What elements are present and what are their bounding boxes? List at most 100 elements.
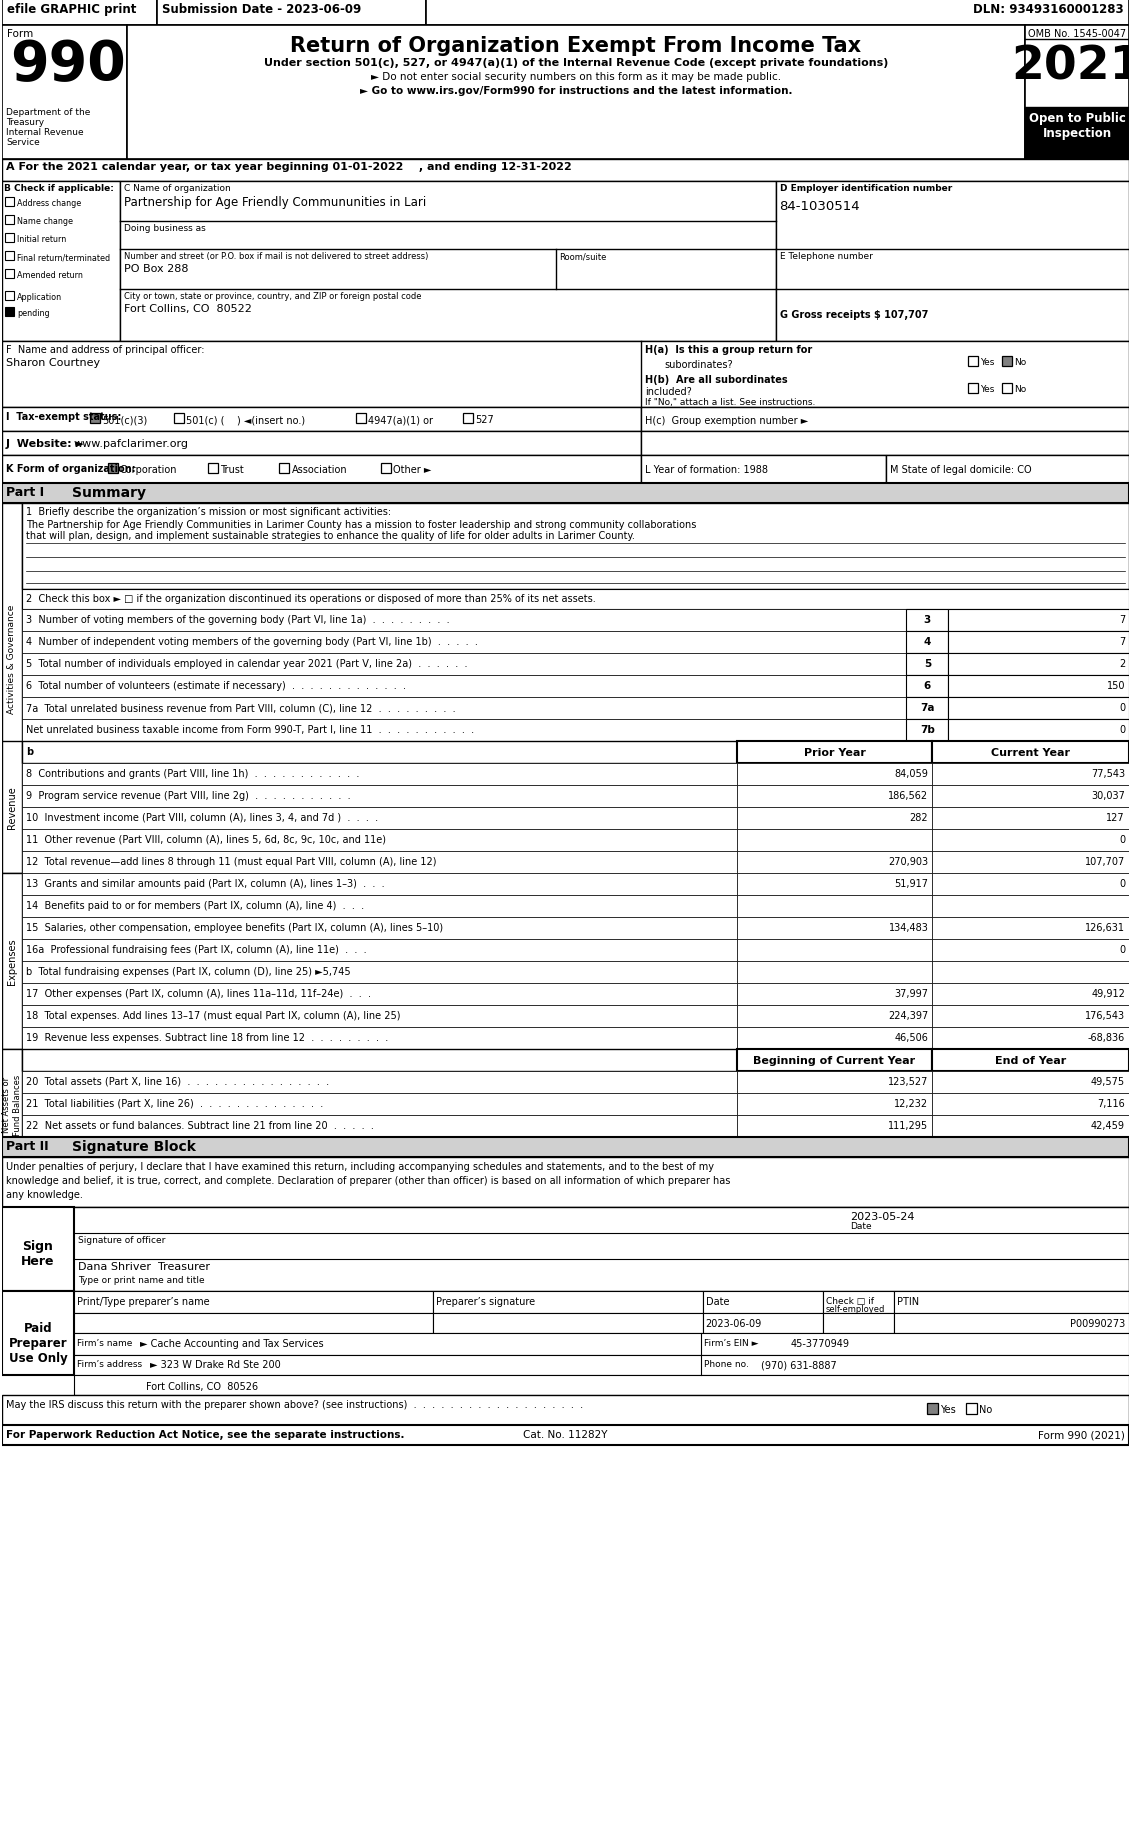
Bar	[927, 1404, 938, 1415]
Text: b  Total fundraising expenses (Part IX, column (D), line 25) ►5,745: b Total fundraising expenses (Part IX, c…	[26, 966, 350, 977]
Text: If "No," attach a list. See instructions.: If "No," attach a list. See instructions…	[645, 397, 815, 406]
Bar	[2, 159, 1129, 181]
Text: Open to Public
Inspection: Open to Public Inspection	[1029, 112, 1126, 139]
Bar	[21, 675, 907, 697]
Text: Association: Association	[291, 465, 347, 474]
Text: efile GRAPHIC print: efile GRAPHIC print	[7, 4, 137, 16]
Bar	[1003, 357, 1013, 366]
Text: Phone no.: Phone no.	[703, 1360, 749, 1369]
Text: Firm’s address: Firm’s address	[77, 1360, 142, 1369]
Text: Application: Application	[17, 293, 62, 302]
Bar	[21, 1093, 737, 1116]
Text: 37,997: 37,997	[894, 988, 928, 999]
Text: ► Cache Accounting and Tax Services: ► Cache Accounting and Tax Services	[140, 1338, 323, 1349]
Text: Net Assets or
Fund Balances: Net Assets or Fund Balances	[2, 1074, 21, 1135]
Bar	[2, 1157, 1129, 1208]
Bar	[702, 1292, 823, 1314]
Bar	[5, 307, 14, 317]
Bar	[737, 1093, 933, 1116]
Bar	[641, 432, 1129, 456]
Bar	[737, 807, 933, 829]
Text: May the IRS discuss this return with the preparer shown above? (see instructions: May the IRS discuss this return with the…	[6, 1400, 583, 1409]
Bar	[933, 1005, 1129, 1027]
Text: (970) 631-8887: (970) 631-8887	[761, 1360, 837, 1369]
Text: ► Go to www.irs.gov/Form990 for instructions and the latest information.: ► Go to www.irs.gov/Form990 for instruct…	[360, 86, 793, 95]
Bar	[21, 1049, 737, 1071]
Bar	[886, 456, 1129, 483]
Bar	[2, 1049, 21, 1160]
Bar	[21, 851, 737, 873]
Bar	[21, 917, 737, 939]
Bar	[2, 26, 126, 159]
Bar	[434, 1314, 702, 1334]
Bar	[737, 763, 933, 785]
Text: PTIN: PTIN	[898, 1296, 919, 1307]
Bar	[933, 1049, 1129, 1071]
Text: Room/suite: Room/suite	[559, 253, 606, 262]
Text: Activities & Governance: Activities & Governance	[8, 604, 17, 714]
Text: Submission Date - 2023-06-09: Submission Date - 2023-06-09	[161, 4, 361, 16]
Text: Dana Shriver  Treasurer: Dana Shriver Treasurer	[78, 1261, 210, 1272]
Bar	[2, 456, 641, 483]
Bar	[5, 253, 14, 262]
Bar	[2, 342, 1129, 408]
Text: Number and street (or P.O. box if mail is not delivered to street address): Number and street (or P.O. box if mail i…	[124, 253, 428, 262]
Text: Form 990 (2021): Form 990 (2021)	[1039, 1429, 1124, 1438]
Text: 6: 6	[924, 681, 931, 690]
Text: 46,506: 46,506	[894, 1032, 928, 1043]
Bar	[641, 408, 1129, 432]
Bar	[21, 785, 737, 807]
Text: 111,295: 111,295	[889, 1120, 928, 1131]
Text: 84,059: 84,059	[894, 769, 928, 778]
Text: Signature Block: Signature Block	[72, 1140, 195, 1153]
Text: 126,631: 126,631	[1085, 922, 1124, 933]
Text: self-employed: self-employed	[825, 1305, 885, 1314]
Bar	[73, 1292, 434, 1314]
Text: Revenue: Revenue	[7, 787, 17, 829]
Text: Yes: Yes	[980, 384, 995, 393]
Bar	[1025, 108, 1129, 159]
Bar	[21, 1027, 737, 1049]
Bar	[5, 291, 14, 300]
Bar	[208, 463, 218, 474]
Text: 282: 282	[910, 813, 928, 822]
Bar	[737, 829, 933, 851]
Bar	[737, 1027, 933, 1049]
Text: 527: 527	[475, 415, 493, 425]
Bar	[21, 503, 1129, 589]
Text: included?: included?	[645, 386, 692, 397]
Bar	[933, 741, 1129, 763]
Text: 150: 150	[1106, 681, 1124, 690]
Text: 3  Number of voting members of the governing body (Part VI, line 1a)  .  .  .  .: 3 Number of voting members of the govern…	[26, 615, 449, 624]
Bar	[907, 631, 948, 653]
Bar	[2, 873, 21, 1049]
Text: Form: Form	[7, 29, 33, 38]
Text: Doing business as: Doing business as	[124, 223, 205, 232]
Text: 1  Briefly describe the organization’s mission or most significant activities:: 1 Briefly describe the organization’s mi…	[26, 507, 391, 516]
Bar	[21, 895, 737, 917]
Bar	[21, 807, 737, 829]
Bar	[126, 26, 1025, 159]
Text: 30,037: 30,037	[1091, 791, 1124, 800]
Text: Preparer’s signature: Preparer’s signature	[436, 1296, 535, 1307]
Bar	[737, 1005, 933, 1027]
Text: Amended return: Amended return	[17, 271, 82, 280]
Text: City or town, state or province, country, and ZIP or foreign postal code: City or town, state or province, country…	[124, 291, 421, 300]
Bar	[280, 463, 289, 474]
Text: 12,232: 12,232	[894, 1098, 928, 1109]
Bar	[73, 1314, 434, 1334]
Text: 107,707: 107,707	[1085, 856, 1124, 867]
Bar	[933, 807, 1129, 829]
Text: pending: pending	[17, 309, 50, 318]
Text: PO Box 288: PO Box 288	[124, 264, 189, 274]
Bar	[2, 1426, 1129, 1446]
Bar	[2, 1292, 73, 1376]
Bar	[907, 719, 948, 741]
Bar	[933, 763, 1129, 785]
Bar	[776, 181, 1129, 342]
Text: subordinates?: subordinates?	[665, 361, 734, 370]
Bar	[737, 895, 933, 917]
Text: 0: 0	[1119, 878, 1124, 889]
Text: Firm’s EIN ►: Firm’s EIN ►	[703, 1338, 759, 1347]
Bar	[907, 609, 948, 631]
